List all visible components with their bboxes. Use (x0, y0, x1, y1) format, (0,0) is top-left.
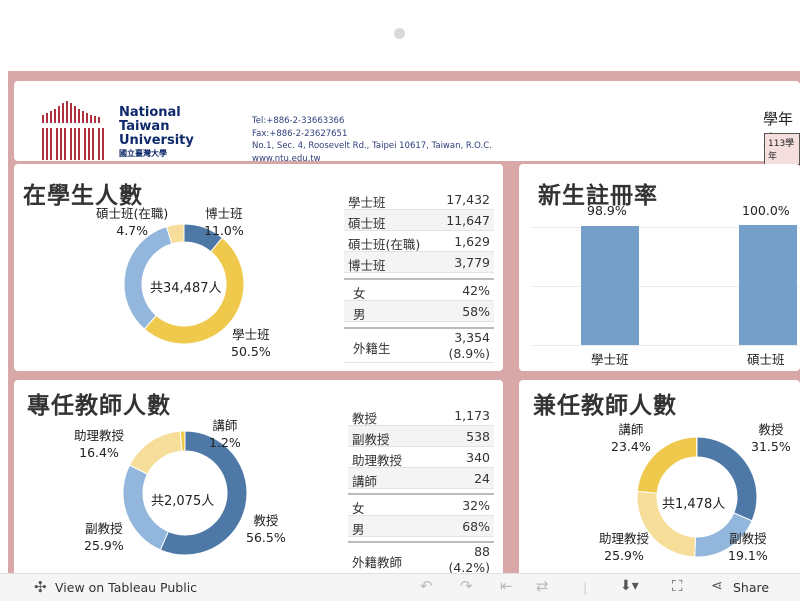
share-button[interactable]: Share (733, 580, 770, 595)
bar-undergrad[interactable] (581, 226, 639, 345)
university-name: National Taiwan University 國立臺灣大學 (119, 106, 194, 160)
table-row: 女 32% (348, 493, 494, 516)
bar-label-master: 碩士班 (747, 352, 785, 367)
bar-master[interactable] (739, 225, 797, 345)
dashboard-frame: National Taiwan University 國立臺灣大學 Tel:+8… (8, 71, 800, 576)
table-row: 教授 1,173 (348, 405, 494, 426)
gridline (531, 345, 800, 346)
university-name-line3: University (119, 133, 194, 148)
parttime-card: 兼任教師人數 共1,478人 講師 23.4% 教授 31.5% 助理教授 25.9%… (519, 380, 800, 576)
parttime-label-lecturer: 講師 23.4% (611, 422, 651, 454)
fulltime-table: 教授 1,173 副教授 538 助理教授 340 講師 24 女 32% 男 68% 外籍… (348, 405, 494, 576)
university-name-zh: 國立臺灣大學 (119, 149, 167, 158)
donut-segment-master-inservice[interactable] (165, 223, 185, 245)
fulltime-label-lecturer: 講師 1.2% (209, 418, 241, 450)
gridline (531, 227, 800, 228)
table-row: 男 58% (344, 301, 494, 322)
share-icon[interactable]: ⋖ (711, 578, 723, 594)
contact-info: Tel:+886-2-33663366 Fax:+886-2-23627651 … (252, 115, 492, 165)
university-name-line1: National (119, 105, 181, 120)
students-total: 共34,487人 (150, 281, 222, 296)
refresh-icon[interactable]: ⇄ (536, 577, 549, 595)
donut-segment-professor[interactable] (159, 430, 248, 556)
table-row: 外籍教師 88 (4.2%) (348, 541, 494, 576)
table-row: 男 68% (348, 516, 494, 537)
students-donut[interactable] (119, 219, 249, 349)
tableau-toolbar: ✣ View on Tableau Public ↶ ↷ ⇤ ⇄ | ⬇▾ ⛶ … (0, 573, 800, 601)
toolbar-divider: | (583, 580, 588, 595)
students-card: 在學生人數 共34,487人 碩士班(在職) 4.7% 博士班 11.0% 學士班 5… (14, 164, 503, 371)
students-label-master-inservice: 碩士班(在職) 4.7% (96, 206, 169, 238)
year-select[interactable]: 113學年 (764, 133, 800, 165)
bar-value-undergrad: 98.9% (587, 203, 627, 218)
header-card: National Taiwan University 國立臺灣大學 Tel:+8… (14, 81, 800, 165)
ntu-logo (42, 101, 104, 160)
fulltime-label-asst-prof: 助理教授 16.4% (74, 428, 125, 460)
table-row: 副教授 538 (348, 426, 494, 447)
fullscreen-icon[interactable]: ⛶ (672, 577, 683, 595)
fulltime-donut[interactable] (120, 428, 250, 558)
parttime-label-prof: 教授 31.5% (751, 422, 791, 454)
fulltime-label-assoc-prof: 副教授 25.9% (84, 521, 124, 553)
donut-segment-assistant-professor[interactable] (128, 430, 183, 475)
registration-card: 新生註冊率 98.9% 100.0% 學士班 碩士班 (519, 164, 800, 371)
redo-icon[interactable]: ↷ (460, 577, 473, 595)
contact-tel: Tel:+886-2-33663366 (252, 116, 345, 126)
parttime-total: 共1,478人 (662, 497, 726, 512)
bar-value-master: 100.0% (742, 203, 790, 218)
download-icon[interactable]: ⬇▾ (620, 578, 639, 594)
table-row: 學士班 17,432 (344, 189, 494, 210)
donut-segment-lecturer[interactable] (636, 436, 698, 494)
carousel-dot[interactable] (394, 28, 405, 39)
contact-address: No.1, Sec. 4, Roosevelt Rd., Taipei 1061… (252, 141, 492, 151)
table-row: 碩士班(在職) 1,629 (344, 231, 494, 252)
fulltime-label-prof: 教授 56.5% (246, 513, 286, 545)
tableau-icon: ✣ (34, 578, 47, 596)
table-row: 碩士班 11,647 (344, 210, 494, 231)
revert-icon[interactable]: ⇤ (500, 577, 513, 595)
contact-fax: Fax:+886-2-23627651 (252, 128, 348, 139)
parttime-label-assoc-prof: 副教授 19.1% (728, 531, 768, 563)
students-table: 學士班 17,432 碩士班 11,647 碩士班(在職) 1,629 博士班 3,77… (344, 189, 494, 363)
parttime-title: 兼任教師人數 (533, 393, 677, 419)
university-name-line2: Taiwan (119, 119, 170, 134)
contact-website[interactable]: www.ntu.edu.tw (252, 153, 321, 164)
view-on-tableau-link[interactable]: View on Tableau Public (55, 580, 198, 595)
donut-segment-undergrad[interactable] (143, 237, 245, 345)
table-row: 講師 24 (348, 468, 494, 489)
donut-segment-lecturer[interactable] (179, 430, 186, 452)
fulltime-card: 專任教師人數 共2,075人 講師 1.2% 助理教授 16.4% 副教授 25.9%… (14, 380, 503, 576)
table-row: 外籍生 3,354 (8.9%) (344, 327, 494, 363)
bar-label-undergrad: 學士班 (591, 352, 629, 367)
parttime-label-asst-prof: 助理教授 25.9% (599, 531, 650, 563)
gridline (531, 286, 800, 287)
registration-title: 新生註冊率 (538, 183, 658, 209)
table-row: 博士班 3,779 (344, 252, 494, 273)
students-title: 在學生人數 (23, 183, 143, 209)
fulltime-title: 專任教師人數 (27, 393, 171, 419)
table-row: 助理教授 340 (348, 447, 494, 468)
undo-icon[interactable]: ↶ (420, 577, 433, 595)
students-label-phd: 博士班 11.0% (204, 206, 244, 238)
parttime-donut[interactable] (632, 432, 762, 562)
students-label-undergrad: 學士班 50.5% (231, 327, 271, 359)
fulltime-total: 共2,075人 (151, 494, 215, 509)
table-row: 女 42% (344, 278, 494, 301)
